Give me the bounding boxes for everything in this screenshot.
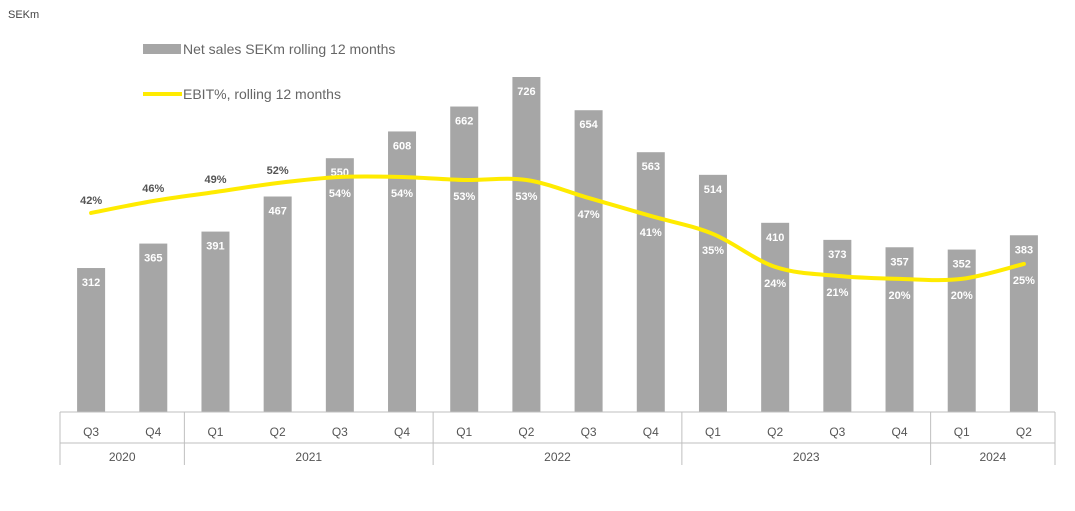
year-label: 2022: [544, 450, 571, 464]
year-label: 2021: [295, 450, 322, 464]
bar-value-label: 410: [766, 232, 784, 244]
quarter-tick-label: Q1: [207, 425, 223, 439]
quarter-tick-label: Q4: [394, 425, 410, 439]
quarter-tick-label: Q2: [518, 425, 534, 439]
bar-value-label: 373: [828, 249, 846, 261]
bar-value-label: 608: [393, 140, 411, 152]
bar-value-label: 563: [642, 161, 660, 173]
quarter-tick-label: Q3: [829, 425, 845, 439]
legend: Net sales SEKm rolling 12 months EBIT%, …: [143, 41, 395, 102]
bar: [885, 247, 914, 412]
bar-value-label: 391: [206, 241, 224, 253]
bar-value-label: 467: [268, 206, 286, 218]
bar: [823, 239, 852, 412]
quarter-tick-label: Q2: [767, 425, 783, 439]
quarter-tick-label: Q1: [705, 425, 721, 439]
bar: [698, 174, 727, 412]
ebit-value-label: 35%: [702, 245, 724, 257]
line-group: 42% 46% 49% 52% 54% 54% 53% 53% 47% 41% 35% 24% 21% 2…: [80, 165, 1035, 302]
x-axis: Q3 Q4 Q1 Q2 Q3 Q4 Q1 Q2 Q3 Q4 Q1 Q2 Q3 Q4 Q1 Q2 2020 2021…: [59, 411, 1056, 465]
bar-value-label: 352: [953, 259, 971, 271]
bar-value-label: 662: [455, 116, 473, 128]
unit-label: SEKm: [8, 9, 39, 21]
legend-bar-swatch: [143, 44, 181, 54]
ebit-value-label: 46%: [142, 183, 164, 195]
ebit-value-label: 54%: [329, 188, 351, 200]
bar-value-label: 357: [890, 256, 908, 268]
bar: [947, 249, 976, 412]
quarter-tick-label: Q4: [643, 425, 659, 439]
ebit-value-label: 41%: [640, 227, 662, 239]
quarter-tick-label: Q4: [145, 425, 161, 439]
year-label: 2020: [109, 450, 136, 464]
ebit-value-label: 24%: [764, 278, 786, 290]
year-label: 2024: [979, 450, 1006, 464]
bar-value-label: 726: [517, 86, 535, 98]
bar: [201, 231, 230, 412]
quarter-tick-label: Q1: [954, 425, 970, 439]
bar: [574, 110, 603, 412]
bar-value-label: 654: [579, 119, 598, 131]
ebit-line: [89, 174, 1026, 283]
ebit-value-label: 42%: [80, 195, 102, 207]
bar: [636, 152, 665, 412]
ebit-value-label: 49%: [204, 174, 226, 186]
ebit-value-label: 21%: [826, 287, 848, 299]
bar: [139, 243, 168, 412]
ebit-value-label: 53%: [515, 191, 537, 203]
bar: [450, 106, 479, 412]
quarter-tick-label: Q2: [270, 425, 286, 439]
bar-value-label: 312: [82, 277, 100, 289]
bar: [512, 77, 541, 412]
quarter-tick-label: Q2: [1016, 425, 1032, 439]
bar: [77, 268, 106, 412]
bar: [325, 158, 354, 412]
ebit-value-label: 47%: [578, 209, 600, 221]
ebit-value-label: 54%: [391, 188, 413, 200]
legend-line-label: EBIT%, rolling 12 months: [183, 86, 341, 102]
quarter-tick-label: Q3: [332, 425, 348, 439]
year-label: 2023: [793, 450, 820, 464]
ebit-value-label: 53%: [453, 191, 475, 203]
bar-value-label: 514: [704, 184, 723, 196]
bars-group: 3123653914675506086627266545635144103733…: [77, 77, 1038, 412]
quarter-tick-label: Q3: [581, 425, 597, 439]
quarter-tick-label: Q4: [892, 425, 908, 439]
bar: [1009, 235, 1038, 412]
bar-value-label: 383: [1015, 244, 1033, 256]
bar: [388, 131, 417, 412]
ebit-value-label: 25%: [1013, 275, 1035, 287]
quarter-tick-label: Q1: [456, 425, 472, 439]
ebit-value-label: 20%: [951, 290, 973, 302]
ebit-value-label: 20%: [889, 290, 911, 302]
legend-bar-label: Net sales SEKm rolling 12 months: [183, 41, 395, 57]
quarter-tick-label: Q3: [83, 425, 99, 439]
ebit-value-label: 52%: [267, 165, 289, 177]
bar: [263, 196, 292, 412]
bar-value-label: 365: [144, 253, 162, 265]
bar: [761, 222, 790, 412]
